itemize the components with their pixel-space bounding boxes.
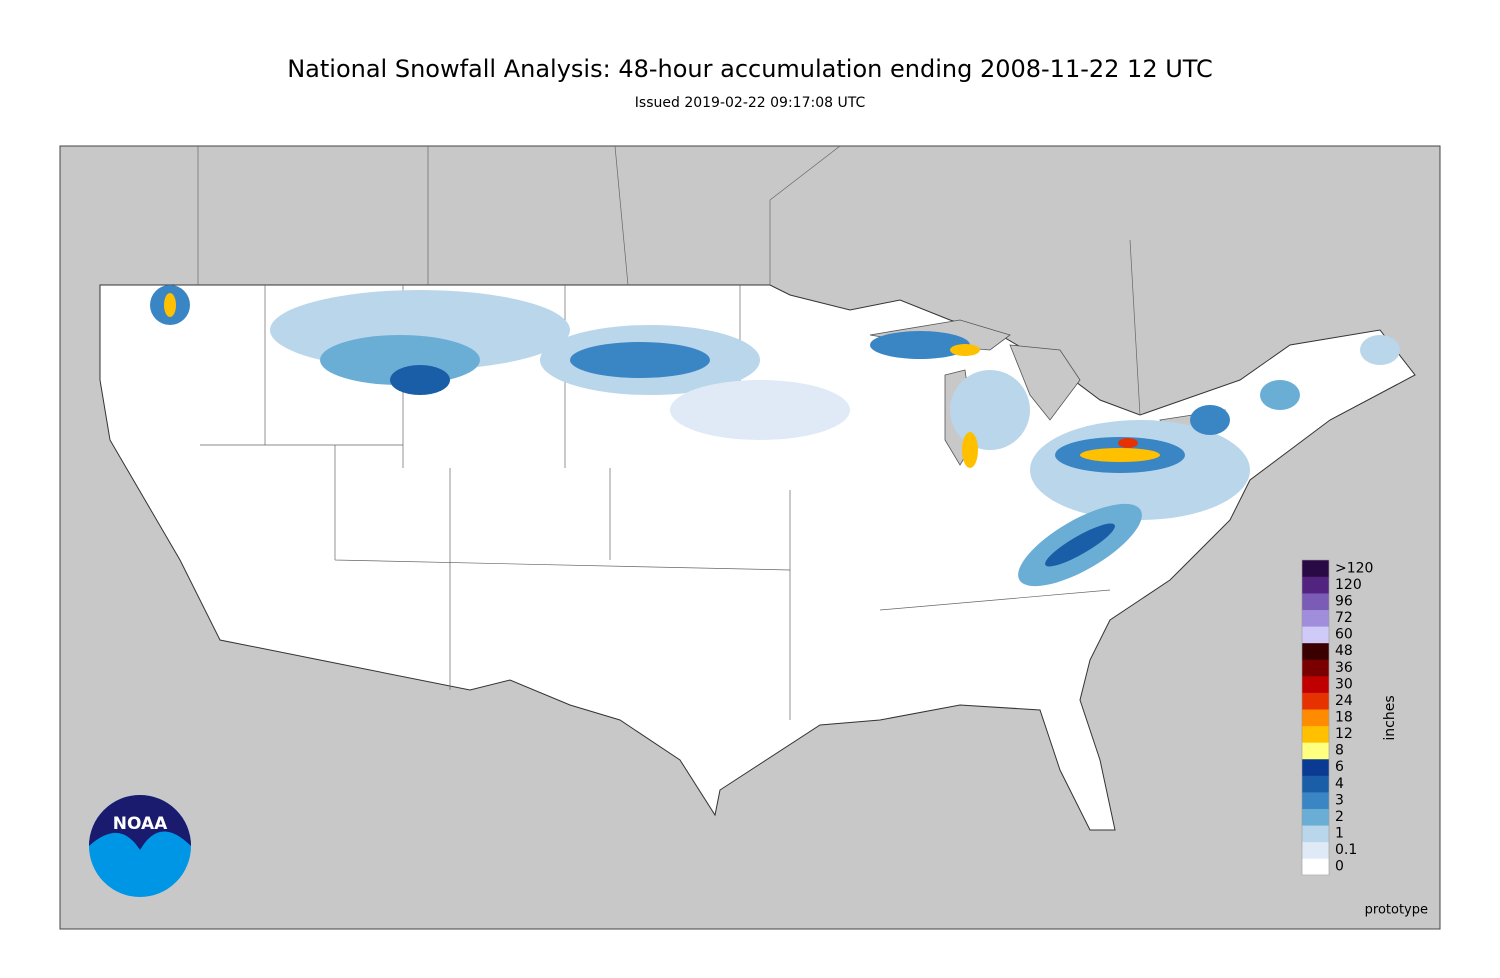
- noaa-logo: NOAA: [89, 795, 191, 897]
- map: NOAA prototype 00.1123468121824303648607…: [59, 145, 1441, 930]
- colorbar-segment: [1302, 841, 1329, 859]
- colorbar-segment: [1302, 725, 1329, 743]
- colorbar-label: 18: [1335, 710, 1353, 726]
- colorbar-segment: [1302, 808, 1329, 826]
- colorbar-segment: [1302, 642, 1329, 660]
- colorbar-label: 8: [1335, 743, 1344, 759]
- colorbar-label: 2: [1335, 809, 1344, 825]
- colorbar-segment: [1302, 742, 1329, 760]
- colorbar-segment: [1302, 858, 1329, 876]
- colorbar-label: 4: [1335, 776, 1344, 792]
- snow-areas: [150, 285, 1400, 587]
- colorbar-segment: [1302, 659, 1329, 677]
- colorbar-label: 0: [1335, 859, 1344, 875]
- colorbar-label: 96: [1335, 593, 1353, 609]
- colorbar-segment: [1302, 576, 1329, 594]
- colorbar-label: 6: [1335, 759, 1344, 775]
- colorbar-segment: [1302, 758, 1329, 776]
- prototype-note: prototype: [1365, 903, 1428, 918]
- colorbar-segment: [1302, 560, 1329, 577]
- colorbar-label: 48: [1335, 643, 1353, 659]
- colorbar-label: 24: [1335, 693, 1353, 709]
- colorbar-label: 3: [1335, 792, 1344, 808]
- colorbar-label: 120: [1335, 577, 1362, 593]
- colorbar-segment: [1302, 593, 1329, 611]
- colorbar-label: 0.1: [1335, 842, 1357, 858]
- subtitle: Issued 2019-02-22 09:17:08 UTC: [635, 95, 866, 111]
- colorbar-label: 1: [1335, 826, 1344, 842]
- colorbar-segment: [1302, 825, 1329, 843]
- colorbar-segment: [1302, 692, 1329, 710]
- colorbar-label: 12: [1335, 726, 1353, 742]
- colorbar-segment: [1302, 709, 1329, 727]
- colorbar-unit: inches: [1382, 695, 1398, 740]
- colorbar-label: >120: [1335, 560, 1373, 576]
- colorbar-label: 36: [1335, 660, 1353, 676]
- title: National Snowfall Analysis: 48-hour accu…: [287, 55, 1213, 83]
- colorbar-label: 60: [1335, 627, 1353, 643]
- colorbar-segment: [1302, 626, 1329, 644]
- colorbar-segment: [1302, 792, 1329, 809]
- colorbar-label: 72: [1335, 610, 1353, 626]
- colorbar-segment: [1302, 609, 1329, 627]
- colorbar-label: 30: [1335, 676, 1353, 692]
- colorbar-segment: [1302, 775, 1329, 793]
- colorbar-segment: [1302, 676, 1329, 693]
- colorbar-outline: [1301, 559, 1330, 876]
- logo-text: NOAA: [113, 814, 168, 834]
